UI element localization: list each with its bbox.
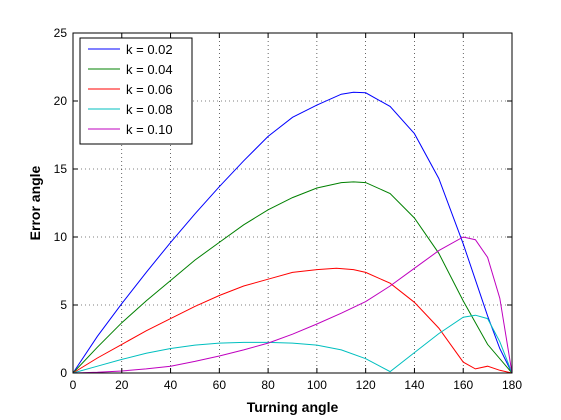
- x-tick-label: 60: [213, 378, 227, 392]
- x-tick-label: 140: [404, 378, 424, 392]
- x-tick-label: 20: [115, 378, 129, 392]
- legend-label: k = 0.04: [126, 62, 173, 77]
- axis-ticks: [72, 32, 513, 374]
- y-tick-label: 10: [54, 230, 68, 244]
- series-line-3: [72, 267, 513, 374]
- x-tick-label: 100: [307, 378, 327, 392]
- y-tick-label: 5: [60, 298, 67, 312]
- tick-labels: 0 20 40 60 80 100 120 140 160 180 0 5 10 15 20 25: [54, 26, 523, 392]
- x-tick-label: 80: [261, 378, 275, 392]
- plot-frame: [72, 32, 513, 374]
- series-lines: [72, 91, 513, 374]
- x-tick-label: 0: [70, 378, 77, 392]
- x-axis-label: Turning angle: [247, 399, 339, 415]
- legend-label: k = 0.10: [126, 122, 173, 137]
- series-line-5: [72, 236, 513, 374]
- x-tick-label: 180: [502, 378, 522, 392]
- legend-label: k = 0.06: [126, 82, 173, 97]
- y-tick-label: 0: [60, 366, 67, 380]
- x-tick-label: 120: [356, 378, 376, 392]
- y-axis-label: Error angle: [27, 165, 43, 240]
- legend-box: [79, 37, 193, 145]
- y-tick-label: 15: [54, 162, 68, 176]
- series-line-1: [72, 91, 513, 374]
- x-tick-label: 40: [164, 378, 178, 392]
- series-line-4: [72, 314, 513, 374]
- legend-label: k = 0.08: [126, 102, 173, 117]
- series-line-2: [72, 181, 513, 374]
- legend-label: k = 0.02: [126, 42, 173, 57]
- y-tick-label: 20: [54, 94, 68, 108]
- x-tick-label: 160: [453, 378, 473, 392]
- legend: k = 0.02 k = 0.04 k = 0.06 k = 0.08 k = 0.10: [79, 37, 193, 145]
- y-tick-label: 25: [54, 26, 68, 40]
